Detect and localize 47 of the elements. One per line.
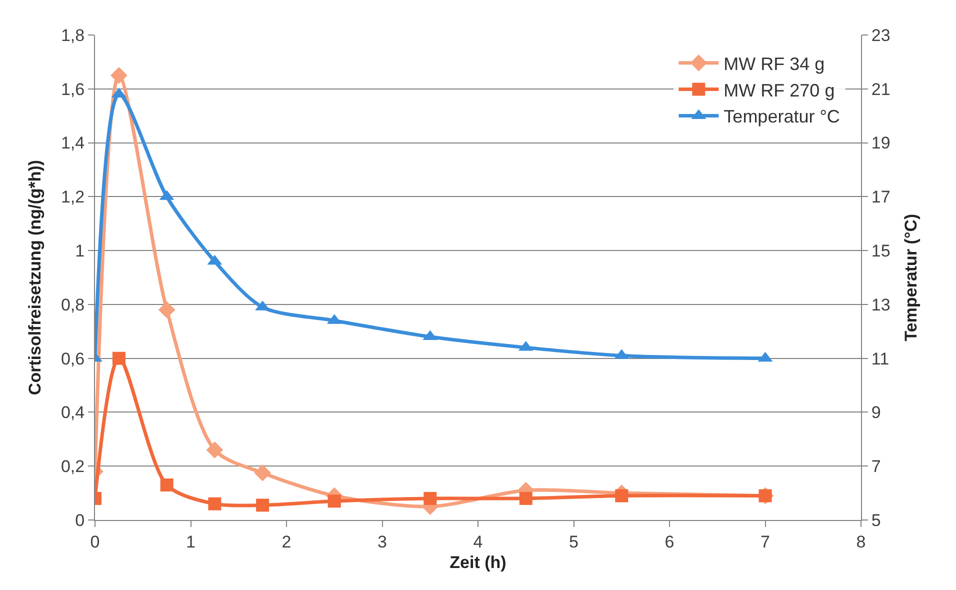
y-tick-label: 0,4 xyxy=(60,403,85,422)
point xyxy=(615,489,628,502)
y2-tick-label: 13 xyxy=(871,295,890,314)
y2-tick-label: 5 xyxy=(871,510,881,530)
x-tick-label: 1 xyxy=(186,532,196,552)
x-tick-label: 4 xyxy=(473,532,483,552)
y-tick-label: 1 xyxy=(75,242,85,261)
point xyxy=(110,66,128,84)
y-axis-title: Cortisolfreisetzung (ng/(g*h)) xyxy=(26,160,45,396)
point xyxy=(112,352,126,365)
x-axis-title: Zeit (h) xyxy=(450,552,506,572)
y-tick-label: 1,4 xyxy=(60,134,85,153)
point xyxy=(424,492,437,505)
y2-tick-label: 23 xyxy=(871,26,890,45)
x-tick-label: 5 xyxy=(569,532,578,552)
point xyxy=(208,497,222,510)
legend-label: Temperatur °C xyxy=(724,106,840,127)
y-tick-label: 1,6 xyxy=(60,80,85,99)
point xyxy=(158,301,176,318)
x-tick-label: 6 xyxy=(664,532,674,552)
point xyxy=(206,441,224,458)
point xyxy=(160,478,174,492)
y2-tick-label: 21 xyxy=(871,80,890,99)
y-tick-label: 1,8 xyxy=(60,26,85,45)
x-tick-label: 8 xyxy=(856,532,866,552)
point xyxy=(519,492,532,505)
y-tick-label: 0 xyxy=(75,510,85,530)
y2-tick-label: 7 xyxy=(871,457,881,476)
y-tick-label: 0,8 xyxy=(60,295,85,314)
y2-tick-label: 19 xyxy=(871,134,890,153)
y-tick-label: 0,6 xyxy=(60,349,85,368)
y2-tick-label: 15 xyxy=(871,242,890,261)
y-tick-label: 1,2 xyxy=(60,188,85,207)
legend-label: MW RF 270 g xyxy=(724,80,835,100)
point xyxy=(256,498,270,512)
point xyxy=(328,494,341,508)
y-tick-label: 0,2 xyxy=(60,457,85,476)
y2-tick-label: 9 xyxy=(871,403,881,422)
y2-tick-label: 17 xyxy=(871,188,890,207)
point xyxy=(254,464,272,482)
x-tick-label: 3 xyxy=(378,532,387,552)
x-tick-label: 7 xyxy=(760,532,770,552)
x-tick-label: 2 xyxy=(282,532,292,552)
legend-label: MW RF 34 g xyxy=(724,54,825,74)
x-tick-label: 0 xyxy=(90,532,100,552)
y2-axis-title: Temperatur (°C) xyxy=(902,214,921,342)
y2-tick-label: 11 xyxy=(871,349,890,368)
